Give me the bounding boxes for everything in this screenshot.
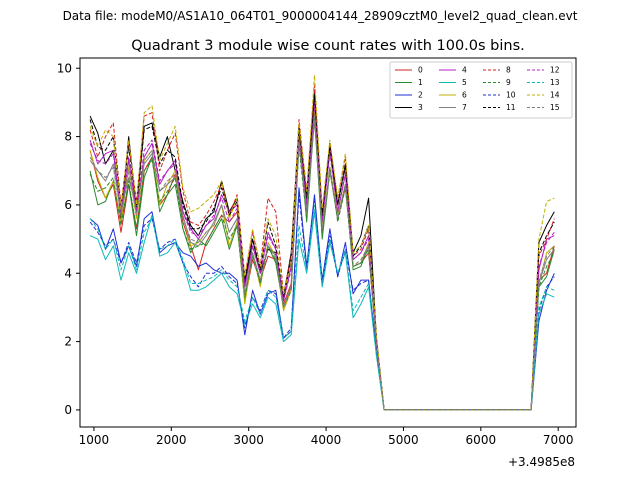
series-line-15: [89, 115, 555, 411]
y-tick-label: 4: [64, 266, 72, 280]
series-line-13: [89, 204, 555, 411]
series-line-10: [89, 194, 555, 411]
y-tick-label: 6: [64, 198, 72, 212]
series-line-8: [89, 84, 555, 411]
legend-label-5: 5: [462, 78, 467, 87]
figure-suptitle: Data file: modeM0/AS1A10_064T01_90000041…: [63, 9, 578, 23]
legend-label-12: 12: [550, 66, 560, 75]
legend-label-9: 9: [506, 78, 511, 87]
series-line-14: [89, 74, 555, 411]
series-line-9: [89, 115, 555, 411]
x-axis-offset-label: +3.4985e8: [508, 455, 575, 469]
x-tick-label: 2000: [156, 433, 187, 447]
x-tick-label: 4000: [311, 433, 342, 447]
legend-label-11: 11: [506, 103, 516, 112]
x-tick-label: 3000: [233, 433, 264, 447]
legend-label-14: 14: [550, 91, 560, 100]
x-tick-label: 5000: [388, 433, 419, 447]
y-tick-label: 2: [64, 335, 72, 349]
legend-label-7: 7: [462, 103, 467, 112]
y-tick-label: 0: [64, 403, 72, 417]
legend-label-10: 10: [506, 91, 516, 100]
series-line-5: [89, 211, 555, 411]
legend-label-13: 13: [550, 78, 560, 87]
legend-label-0: 0: [418, 66, 423, 75]
legend-label-2: 2: [418, 91, 423, 100]
legend-label-4: 4: [462, 66, 467, 75]
y-tick-label: 10: [57, 61, 72, 75]
legend-label-1: 1: [418, 78, 423, 87]
legend-label-8: 8: [506, 66, 511, 75]
legend-label-6: 6: [462, 91, 467, 100]
series-line-11: [89, 95, 555, 411]
legend-label-3: 3: [418, 103, 423, 112]
axes-frame: [79, 57, 577, 428]
x-tick-label: 7000: [543, 433, 574, 447]
legend-label-15: 15: [550, 103, 560, 112]
y-tick-label: 8: [64, 130, 72, 144]
x-tick-label: 1000: [79, 433, 110, 447]
chart-title: Quadrant 3 module wise count rates with …: [131, 38, 525, 54]
series-line-3: [89, 91, 555, 411]
series-line-2: [89, 187, 555, 411]
x-tick-label: 6000: [466, 433, 497, 447]
series-line-12: [89, 105, 555, 411]
legend-box: [389, 61, 573, 119]
